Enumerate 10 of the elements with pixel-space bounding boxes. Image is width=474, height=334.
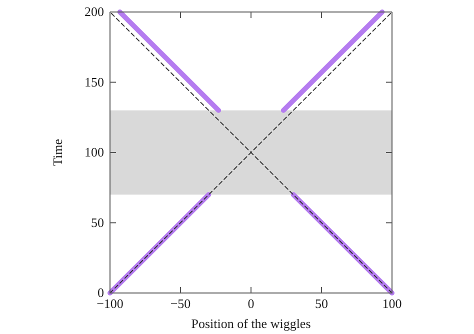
y-axis-title: Time [50,138,65,166]
x-tick-label: 50 [315,296,328,312]
y-tick-label: 200 [84,4,104,20]
x-tick-label: 0 [248,296,254,312]
y-tick-label: 100 [84,144,104,160]
x-tick-label: 100 [382,296,402,312]
y-tick-label: 50 [91,214,104,230]
y-tick-label: 150 [84,74,104,90]
x-tick-label: −50 [170,296,191,312]
x-axis-title: Position of the wiggles [191,316,311,331]
